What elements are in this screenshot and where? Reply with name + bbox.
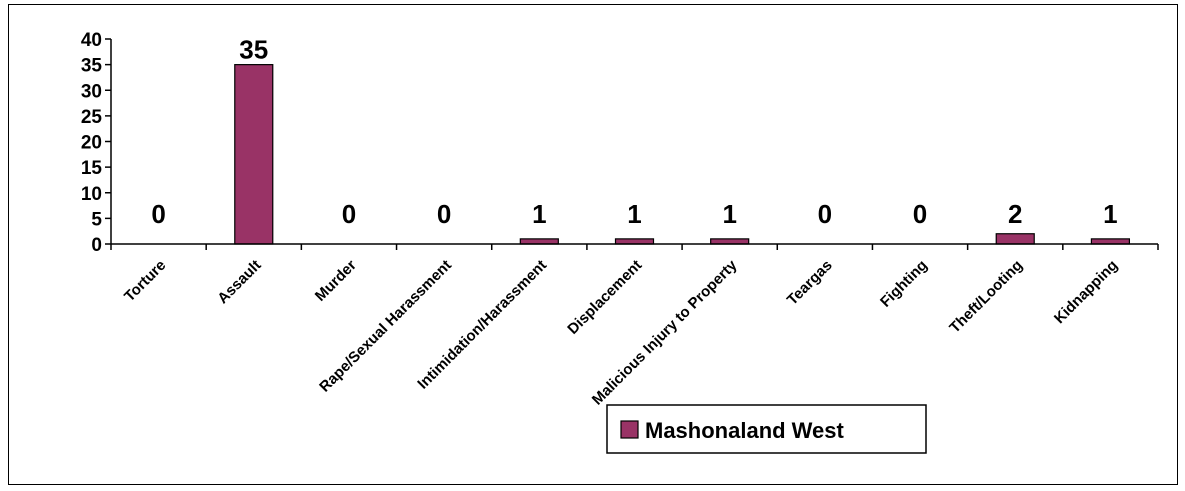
y-tick-label: 40 — [81, 30, 102, 51]
data-label: 0 — [342, 199, 356, 229]
y-tick-label: 10 — [81, 184, 102, 205]
legend-label: Mashonaland West — [645, 418, 845, 443]
chart-frame: 0 5 10 15 20 25 30 35 40 0 35 0 0 1 1 1 0 0 2 1 Torture Ass… — [8, 4, 1178, 485]
bar — [234, 64, 274, 245]
y-tick-label: 25 — [81, 107, 103, 128]
y-axis: 0 5 10 15 20 25 30 35 40 — [81, 30, 112, 256]
y-tick-label: 20 — [81, 133, 102, 154]
x-tick-label: Torture — [121, 257, 169, 305]
data-label: 1 — [532, 199, 546, 229]
data-label: 0 — [913, 199, 927, 229]
bar — [710, 238, 750, 245]
y-tick-label: 15 — [81, 158, 103, 179]
legend-swatch — [620, 420, 639, 439]
x-tick-label: Theft/Looting — [946, 257, 1026, 337]
data-label: 2 — [1008, 199, 1022, 229]
data-label: 1 — [627, 199, 641, 229]
data-label: 0 — [437, 199, 451, 229]
bars — [234, 64, 1131, 245]
data-label: 1 — [1103, 199, 1117, 229]
data-label: 35 — [239, 35, 268, 65]
bar — [995, 233, 1035, 245]
data-labels: 0 35 0 0 1 1 1 0 0 2 1 — [151, 35, 1117, 229]
x-tick-label: Fighting — [877, 257, 931, 311]
legend: Mashonaland West — [606, 404, 927, 454]
y-tick-label: 5 — [91, 209, 102, 230]
bar — [519, 238, 559, 245]
x-tick-label: Kidnapping — [1051, 257, 1121, 327]
y-tick-label: 35 — [81, 56, 103, 77]
data-label: 0 — [818, 199, 832, 229]
y-tick-label: 30 — [81, 81, 102, 102]
bar — [1090, 238, 1131, 245]
data-label: 1 — [722, 199, 736, 229]
legend-box — [606, 404, 927, 454]
x-tick-label: Murder — [312, 257, 360, 305]
x-tick-label: Displacement — [564, 257, 645, 338]
data-label: 0 — [151, 199, 165, 229]
bar — [614, 238, 655, 245]
x-tick-label: Assault — [214, 257, 264, 307]
x-tick-label: Teargas — [784, 257, 836, 309]
y-tick-label: 0 — [91, 235, 102, 256]
